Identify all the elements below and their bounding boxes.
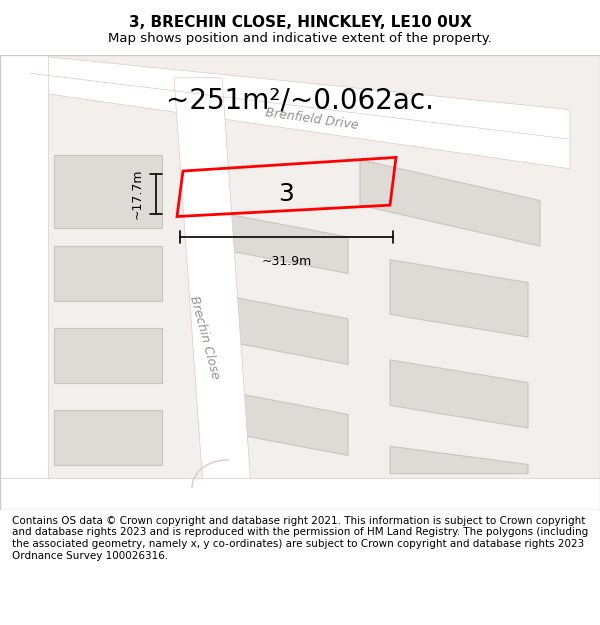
Polygon shape (0, 478, 600, 510)
Text: ~251m²/~0.062ac.: ~251m²/~0.062ac. (166, 86, 434, 114)
Text: 3: 3 (278, 182, 295, 206)
Polygon shape (54, 246, 162, 301)
Text: ~17.7m: ~17.7m (131, 169, 144, 219)
Polygon shape (390, 260, 528, 337)
Polygon shape (228, 392, 348, 456)
Text: Brechin Close: Brechin Close (187, 294, 221, 380)
Polygon shape (228, 296, 348, 364)
Text: Contains OS data © Crown copyright and database right 2021. This information is : Contains OS data © Crown copyright and d… (12, 516, 588, 561)
Polygon shape (390, 446, 528, 474)
Polygon shape (54, 410, 162, 464)
Polygon shape (174, 78, 252, 501)
Text: ~31.9m: ~31.9m (262, 255, 311, 268)
Polygon shape (360, 159, 540, 246)
Text: 3, BRECHIN CLOSE, HINCKLEY, LE10 0UX: 3, BRECHIN CLOSE, HINCKLEY, LE10 0UX (128, 16, 472, 31)
Text: Brenfield Drive: Brenfield Drive (265, 106, 359, 132)
Polygon shape (54, 328, 162, 382)
Text: Map shows position and indicative extent of the property.: Map shows position and indicative extent… (108, 32, 492, 45)
Polygon shape (228, 214, 348, 273)
Polygon shape (30, 55, 570, 169)
Polygon shape (54, 155, 162, 228)
Polygon shape (0, 55, 48, 510)
Polygon shape (390, 360, 528, 428)
